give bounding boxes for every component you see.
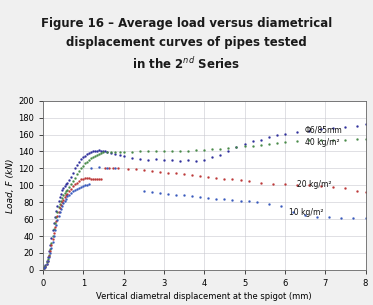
Text: 40 kg/m²: 40 kg/m² — [305, 138, 340, 147]
Text: Figure 16 – Average load versus diametrical
displacement curves of pipes tested
: Figure 16 – Average load versus diametri… — [41, 17, 332, 72]
Y-axis label: Load, F (kN): Load, F (kN) — [6, 158, 15, 213]
Text: 10 kg/m²: 10 kg/m² — [289, 208, 323, 217]
Text: 20 kg/m²: 20 kg/m² — [297, 180, 332, 189]
Text: Φ6/85mm: Φ6/85mm — [305, 126, 343, 135]
X-axis label: Vertical diametral displacement at the spigot (mm): Vertical diametral displacement at the s… — [96, 292, 312, 301]
